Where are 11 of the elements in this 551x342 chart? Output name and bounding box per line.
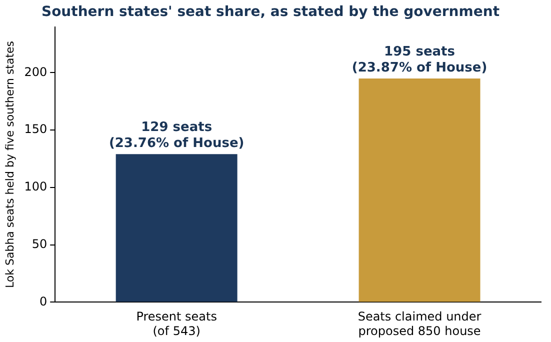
y-tick-label: 100 [24,180,48,194]
x-tick-label: Present seats (of 543) [136,310,217,338]
x-tick-label: Seats claimed under proposed 850 house [358,310,482,338]
y-tick-label: 200 [24,64,48,79]
data-label: 195 seats (23.87% of House) [352,44,488,76]
y-tick-label: 150 [24,122,48,136]
chart-title: Southern states' seat share, as stated by the government [41,4,500,20]
y-axis-title: Lok Sabha seats held by five southern states [3,40,16,288]
y-tick-label: 50 [32,236,48,251]
data-label: 129 seats (23.76% of House) [108,120,244,152]
y-tick-label: 0 [39,294,48,308]
